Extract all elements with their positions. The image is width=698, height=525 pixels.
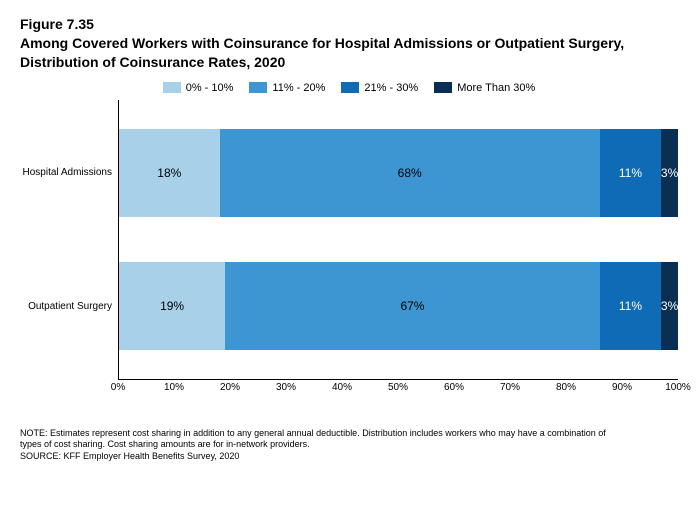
plot-area: 18%68%11%3%19%67%11%3% xyxy=(118,100,678,380)
bar-segment: 19% xyxy=(119,262,225,350)
x-axis-tick: 60% xyxy=(444,382,464,393)
legend-label: More Than 30% xyxy=(457,82,535,94)
bar-segment: 3% xyxy=(661,262,678,350)
legend-item: 0% - 10% xyxy=(163,82,234,94)
bar-segment: 18% xyxy=(119,129,220,217)
footnote: NOTE: Estimates represent cost sharing i… xyxy=(20,428,678,463)
legend-item: 21% - 30% xyxy=(341,82,418,94)
x-axis-tick: 0% xyxy=(111,382,125,393)
x-axis-tick: 20% xyxy=(220,382,240,393)
note-line2: types of cost sharing. Cost sharing amou… xyxy=(20,439,310,449)
bar-segment: 11% xyxy=(600,129,661,217)
figure-title-line1: Among Covered Workers with Coinsurance f… xyxy=(20,35,624,51)
legend-label: 11% - 20% xyxy=(272,82,325,94)
x-axis-tick: 50% xyxy=(388,382,408,393)
bar-segment: 11% xyxy=(600,262,661,350)
x-axis-tick: 30% xyxy=(276,382,296,393)
figure-title-line2: Distribution of Coinsurance Rates, 2020 xyxy=(20,54,285,70)
x-axis-tick: 10% xyxy=(164,382,184,393)
x-axis-tick: 80% xyxy=(556,382,576,393)
figure-title: Among Covered Workers with Coinsurance f… xyxy=(20,34,678,72)
bars-area: 18%68%11%3%19%67%11%3% xyxy=(119,100,678,379)
x-axis-tick: 70% xyxy=(500,382,520,393)
legend-swatch xyxy=(341,82,359,93)
figure-number: Figure 7.35 xyxy=(20,16,678,32)
chart: Hospital Admissions Outpatient Surgery 18… xyxy=(20,100,678,380)
bar-row: 19%67%11%3% xyxy=(119,262,678,350)
source-line: SOURCE: KFF Employer Health Benefits Sur… xyxy=(20,451,239,461)
legend-swatch xyxy=(163,82,181,93)
bar-segment: 68% xyxy=(220,129,600,217)
bar-row: 18%68%11%3% xyxy=(119,129,678,217)
legend: 0% - 10% 11% - 20% 21% - 30% More Than 30% xyxy=(20,82,678,94)
bar-segment: 67% xyxy=(225,262,600,350)
legend-label: 21% - 30% xyxy=(364,82,418,94)
legend-label: 0% - 10% xyxy=(186,82,234,94)
x-axis-tick: 100% xyxy=(665,382,691,393)
legend-item: 11% - 20% xyxy=(249,82,325,94)
legend-swatch xyxy=(434,82,452,93)
x-axis: 0%10%20%30%40%50%60%70%80%90%100% xyxy=(118,380,678,402)
note-line1: NOTE: Estimates represent cost sharing i… xyxy=(20,428,606,438)
y-axis-label: Outpatient Surgery xyxy=(20,301,118,312)
legend-swatch xyxy=(249,82,267,93)
y-axis-labels: Hospital Admissions Outpatient Surgery xyxy=(20,100,118,380)
legend-item: More Than 30% xyxy=(434,82,535,94)
y-axis-label: Hospital Admissions xyxy=(20,167,118,178)
bar-segment: 3% xyxy=(661,129,678,217)
x-axis-tick: 40% xyxy=(332,382,352,393)
x-axis-tick: 90% xyxy=(612,382,632,393)
